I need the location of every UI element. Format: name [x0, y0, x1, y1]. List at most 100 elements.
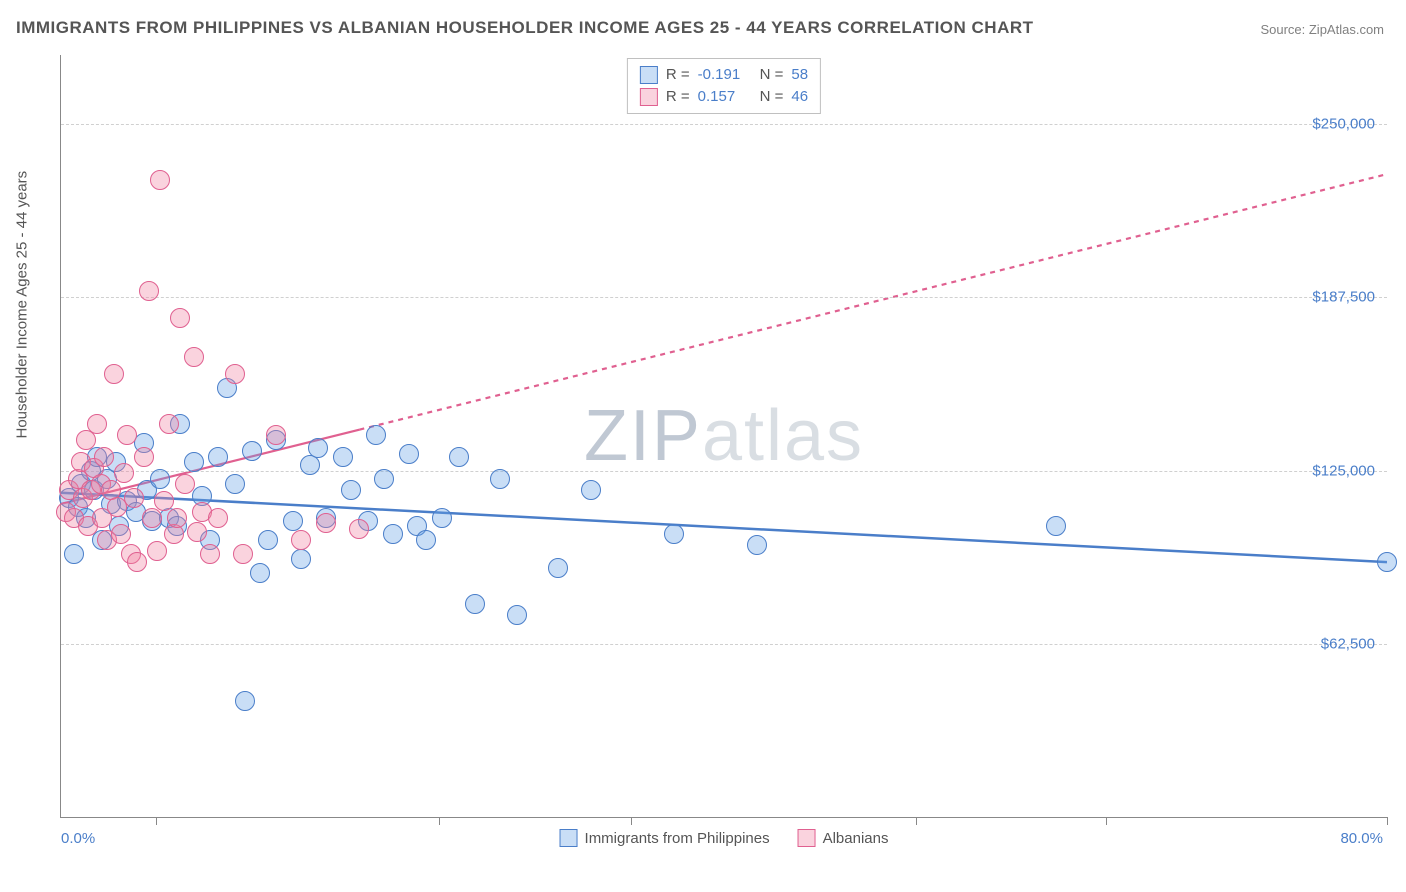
r-value-albanians: 0.157: [698, 86, 752, 108]
swatch-pink-icon: [640, 88, 658, 106]
correlation-legend: R = -0.191 N = 58 R = 0.157 N = 46: [627, 58, 821, 114]
data-point-albanians: [114, 463, 134, 483]
x-tick: [439, 817, 440, 825]
data-point-philippines: [374, 469, 394, 489]
data-point-albanians: [170, 308, 190, 328]
r-value-philippines: -0.191: [698, 64, 752, 86]
data-point-albanians: [94, 447, 114, 467]
data-point-albanians: [200, 544, 220, 564]
data-point-philippines: [258, 530, 278, 550]
data-point-philippines: [291, 549, 311, 569]
data-point-philippines: [399, 444, 419, 464]
n-value-philippines: 58: [791, 64, 808, 86]
x-axis-min-label: 0.0%: [61, 830, 95, 847]
data-point-albanians: [159, 414, 179, 434]
n-value-albanians: 46: [791, 86, 808, 108]
gridline-h: [61, 297, 1387, 298]
data-point-philippines: [242, 441, 262, 461]
legend-item-albanians: Albanians: [798, 829, 889, 847]
data-point-albanians: [124, 488, 144, 508]
data-point-philippines: [333, 447, 353, 467]
data-point-philippines: [225, 474, 245, 494]
trendline-layer: [61, 55, 1387, 817]
data-point-albanians: [175, 474, 195, 494]
trendline-philippines: [61, 493, 1387, 562]
r-label: R =: [666, 86, 690, 108]
x-axis-max-label: 80.0%: [1340, 830, 1383, 847]
y-axis-label: Householder Income Ages 25 - 44 years: [14, 171, 31, 439]
data-point-philippines: [308, 438, 328, 458]
x-tick: [1387, 817, 1388, 825]
data-point-albanians: [142, 508, 162, 528]
data-point-albanians: [87, 414, 107, 434]
x-tick: [1106, 817, 1107, 825]
chart-container: IMMIGRANTS FROM PHILIPPINES VS ALBANIAN …: [0, 0, 1406, 892]
data-point-philippines: [150, 469, 170, 489]
data-point-albanians: [184, 347, 204, 367]
data-point-philippines: [283, 511, 303, 531]
x-tick: [916, 817, 917, 825]
data-point-albanians: [208, 508, 228, 528]
x-tick: [156, 817, 157, 825]
data-point-albanians: [147, 541, 167, 561]
legend-row-philippines: R = -0.191 N = 58: [640, 64, 808, 86]
data-point-albanians: [134, 447, 154, 467]
data-point-albanians: [154, 491, 174, 511]
gridline-h: [61, 471, 1387, 472]
legend-label: Albanians: [823, 830, 889, 847]
legend-row-albanians: R = 0.157 N = 46: [640, 86, 808, 108]
data-point-albanians: [150, 170, 170, 190]
data-point-albanians: [266, 425, 286, 445]
swatch-blue-icon: [640, 66, 658, 84]
series-legend: Immigrants from Philippines Albanians: [560, 829, 889, 847]
data-point-philippines: [747, 535, 767, 555]
n-label: N =: [760, 64, 784, 86]
watermark-brand-a: ZIP: [584, 396, 702, 476]
data-point-philippines: [184, 452, 204, 472]
data-point-philippines: [1377, 552, 1397, 572]
legend-item-philippines: Immigrants from Philippines: [560, 829, 770, 847]
y-tick-label: $125,000: [1312, 462, 1375, 479]
watermark-brand-b: atlas: [702, 396, 864, 476]
data-point-philippines: [449, 447, 469, 467]
data-point-albanians: [187, 522, 207, 542]
data-point-philippines: [366, 425, 386, 445]
data-point-albanians: [233, 544, 253, 564]
data-point-philippines: [416, 530, 436, 550]
data-point-albanians: [117, 425, 137, 445]
data-point-philippines: [1046, 516, 1066, 536]
gridline-h: [61, 644, 1387, 645]
data-point-philippines: [507, 605, 527, 625]
data-point-albanians: [127, 552, 147, 572]
data-point-philippines: [64, 544, 84, 564]
data-point-albanians: [104, 364, 124, 384]
data-point-albanians: [111, 524, 131, 544]
data-point-albanians: [225, 364, 245, 384]
data-point-philippines: [548, 558, 568, 578]
data-point-philippines: [250, 563, 270, 583]
gridline-h: [61, 124, 1387, 125]
watermark: ZIPatlas: [584, 395, 864, 477]
n-label: N =: [760, 86, 784, 108]
swatch-pink-icon: [798, 829, 816, 847]
data-point-philippines: [383, 524, 403, 544]
legend-label: Immigrants from Philippines: [585, 830, 770, 847]
chart-title: IMMIGRANTS FROM PHILIPPINES VS ALBANIAN …: [16, 18, 1034, 38]
y-tick-label: $187,500: [1312, 289, 1375, 306]
data-point-philippines: [581, 480, 601, 500]
data-point-albanians: [316, 513, 336, 533]
data-point-albanians: [139, 281, 159, 301]
source-attribution: Source: ZipAtlas.com: [1260, 22, 1384, 37]
plot-area: ZIPatlas R = -0.191 N = 58 R = 0.157 N =…: [60, 55, 1387, 818]
data-point-albanians: [167, 508, 187, 528]
data-point-albanians: [349, 519, 369, 539]
data-point-philippines: [664, 524, 684, 544]
r-label: R =: [666, 64, 690, 86]
data-point-philippines: [341, 480, 361, 500]
swatch-blue-icon: [560, 829, 578, 847]
data-point-philippines: [432, 508, 452, 528]
data-point-albanians: [76, 430, 96, 450]
data-point-philippines: [490, 469, 510, 489]
data-point-albanians: [291, 530, 311, 550]
y-tick-label: $62,500: [1321, 635, 1375, 652]
